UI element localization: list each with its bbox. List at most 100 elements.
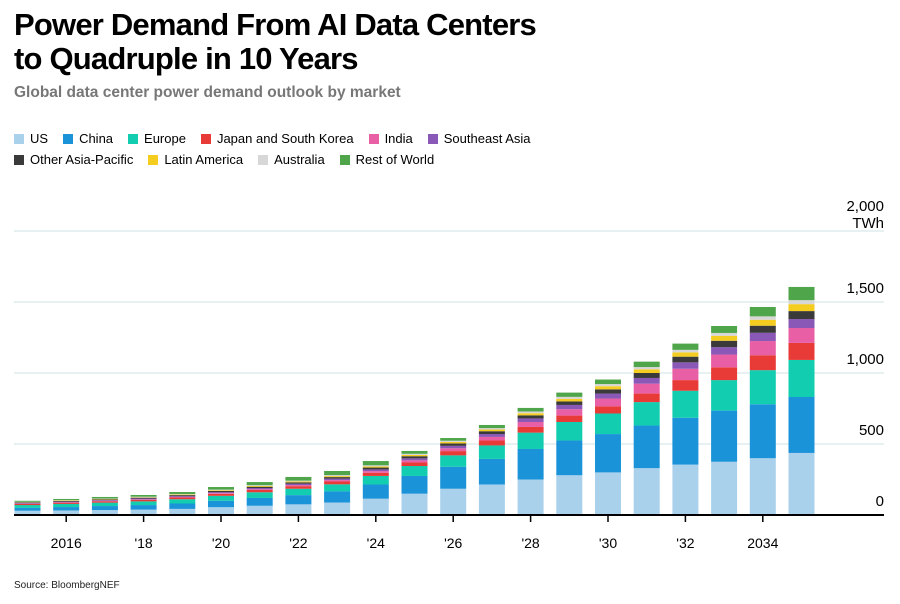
bar-segment-europe [711, 380, 738, 411]
bar-segment-rest-of-world [362, 461, 389, 466]
bar-segment-europe [517, 432, 544, 449]
bar-segment-china [788, 396, 815, 453]
bar-segment-china [169, 503, 196, 509]
bar-segment-india [285, 485, 312, 487]
bar-segment-us [672, 464, 699, 515]
bar-segment-japan-and-south-korea [208, 493, 234, 496]
bar-segment-other-asia-pacific [208, 491, 234, 493]
legend-row: Other Asia-Pacific Latin America Australia… [14, 149, 714, 170]
legend-swatch [148, 154, 159, 165]
bar-segment-rest-of-world [788, 286, 815, 301]
bar-segment-rest-of-world [672, 343, 699, 350]
bar-segment-europe [672, 390, 699, 418]
legend-item: US [14, 128, 48, 149]
bar-segment-europe [285, 488, 312, 496]
bar-segment-latin-america [711, 335, 738, 341]
bar-segment-china [478, 458, 505, 485]
y-tick-label: 0 [876, 493, 884, 510]
bar-segment-australia [401, 453, 428, 455]
bar-segment-japan-and-south-korea [595, 406, 621, 414]
bar-segment-rest-of-world [285, 476, 312, 481]
bar-segment-india [440, 448, 467, 452]
legend-label: India [384, 131, 413, 146]
y-tick-label: 1,500 [846, 280, 884, 297]
bar-segment-rest-of-world [440, 438, 467, 441]
bar-2024 [362, 461, 389, 515]
bar-segment-rest-of-world [91, 496, 118, 499]
bar-segment-us [246, 505, 273, 515]
bar-segment-india [788, 327, 815, 343]
bar-segment-japan-and-south-korea [169, 497, 196, 500]
bar-segment-us [440, 488, 467, 515]
bar-segment-southeast-asia [595, 393, 621, 399]
bar-segment-china [14, 507, 41, 511]
x-tick-label: '24 [367, 535, 385, 551]
bar-segment-australia [169, 493, 196, 495]
bar-segment-southeast-asia [711, 347, 738, 355]
bar-segment-china [362, 484, 389, 499]
title-line-2: to Quadruple in 10 Years [14, 41, 359, 76]
legend-item: Latin America [148, 149, 243, 170]
legend-swatch [128, 133, 139, 144]
legend-item: China [63, 128, 113, 149]
bar-segment-latin-america [556, 398, 583, 402]
bar-segment-us [169, 508, 196, 515]
bar-segment-rest-of-world [595, 379, 621, 385]
bar-segment-europe [556, 421, 583, 441]
bar-segment-rest-of-world [130, 494, 157, 497]
legend-item: Australia [258, 149, 325, 170]
bar-2019 [169, 491, 196, 515]
bar-2028 [517, 407, 544, 515]
legend-item: Southeast Asia [427, 128, 531, 149]
bar-segment-other-asia-pacific [749, 325, 776, 333]
legend-swatch [63, 133, 74, 144]
bar-2030 [595, 379, 621, 515]
legend-label: Other Asia-Pacific [30, 152, 134, 167]
bar-segment-japan-and-south-korea [14, 503, 41, 506]
bar-segment-japan-and-south-korea [91, 501, 118, 503]
bar-segment-southeast-asia [401, 458, 428, 461]
bar-segment-southeast-asia [14, 503, 41, 504]
bar-segment-us [633, 468, 660, 515]
legend-label: Rest of World [355, 152, 435, 167]
bar-segment-latin-america [401, 454, 428, 457]
bar-segment-southeast-asia [246, 488, 273, 490]
bar-segment-us [208, 507, 234, 515]
bar-segment-australia [711, 332, 738, 336]
x-tick-label: '18 [134, 535, 152, 551]
bar-segment-other-asia-pacific [672, 356, 699, 363]
bar-segment-rest-of-world [169, 491, 196, 494]
legend-item: Japan and South Korea [200, 128, 354, 149]
legend-swatch [200, 133, 211, 144]
bar-2034 [749, 306, 776, 515]
legend-label: Latin America [164, 152, 244, 167]
bar-segment-rest-of-world [14, 500, 41, 502]
bar-segment-southeast-asia [517, 418, 544, 422]
legend-swatch [368, 133, 379, 144]
bar-segment-other-asia-pacific [556, 401, 583, 405]
bar-segment-china [440, 466, 467, 489]
bar-segment-us [14, 510, 41, 515]
legend-swatch [14, 154, 24, 165]
bar-segment-southeast-asia [672, 362, 699, 369]
x-tick-label: '30 [599, 535, 617, 551]
bar-segment-other-asia-pacific [169, 495, 196, 497]
bar-segment-india [595, 398, 621, 407]
legend-item: Europe [128, 128, 186, 149]
bar-segment-europe [749, 370, 776, 405]
bar-segment-japan-and-south-korea [53, 502, 80, 504]
bar-segment-europe [478, 445, 505, 459]
bar-segment-us [595, 472, 621, 515]
bar-segment-southeast-asia [478, 434, 505, 437]
bar-segment-japan-and-south-korea [440, 451, 467, 456]
bar-segment-us [130, 509, 157, 515]
title-line-1: Power Demand From AI Data Centers [14, 7, 537, 42]
bar-segment-india [478, 436, 505, 441]
bar-2022 [285, 476, 312, 515]
bar-segment-china [91, 506, 118, 511]
bar-segment-southeast-asia [556, 404, 583, 410]
bar-segment-rest-of-world [401, 450, 428, 454]
bar-segment-other-asia-pacific [362, 467, 389, 470]
bar-segment-australia [440, 440, 467, 443]
